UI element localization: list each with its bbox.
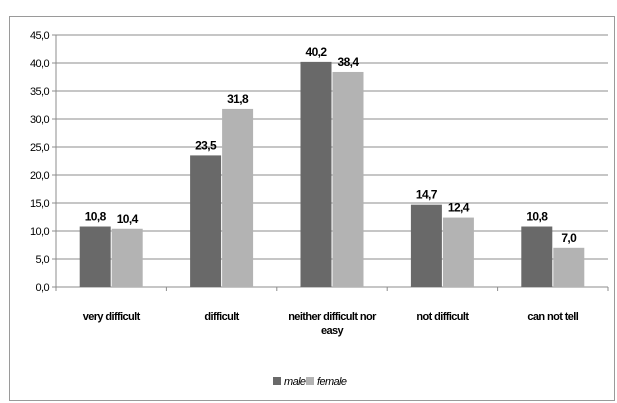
y-tick-label: 45,0: [30, 30, 49, 42]
x-tick-label: very difficult: [83, 311, 141, 323]
y-tick-label: 20,0: [30, 170, 49, 182]
y-tick-label: 15,0: [30, 198, 49, 210]
y-tick-label: 5,0: [36, 254, 50, 266]
y-tick-label: 25,0: [30, 142, 49, 154]
data-label: 12,4: [448, 201, 470, 215]
legend-label: female: [317, 376, 347, 388]
bar-male-1: [190, 155, 222, 287]
data-label: 7,0: [561, 231, 577, 245]
data-label: 38,4: [338, 55, 360, 69]
y-tick-label: 40,0: [30, 58, 49, 70]
bar-female-1: [222, 108, 254, 287]
legend-label: male: [284, 376, 306, 388]
x-tick-label: easy: [321, 325, 345, 337]
bar-male-3: [410, 204, 442, 287]
bar-female-3: [442, 217, 474, 287]
x-tick-label: difficult: [204, 311, 239, 323]
bar-male-0: [79, 226, 111, 287]
data-label: 14,7: [416, 188, 438, 202]
data-label: 31,8: [227, 92, 249, 106]
y-tick-label: 10,0: [30, 226, 49, 238]
x-tick-label: neither difficult nor: [288, 311, 377, 323]
y-tick-label: 35,0: [30, 86, 49, 98]
bar-female-4: [553, 247, 585, 287]
data-label: 40,2: [306, 45, 328, 59]
bar-male-2: [300, 61, 332, 287]
bar-female-2: [332, 71, 364, 288]
data-label: 23,5: [195, 138, 217, 152]
legend-swatch-female: [306, 377, 314, 385]
y-tick-label: 0,0: [36, 282, 50, 294]
data-label: 10,8: [85, 210, 107, 224]
legend-swatch-male: [273, 377, 281, 385]
x-tick-label: not difficult: [416, 311, 469, 323]
bar-male-4: [521, 226, 553, 287]
data-label: 10,8: [526, 210, 548, 224]
x-tick-label: can not tell: [527, 311, 578, 323]
y-tick-label: 30,0: [30, 114, 49, 126]
data-label: 10,4: [117, 212, 139, 226]
bar-female-0: [111, 228, 143, 287]
